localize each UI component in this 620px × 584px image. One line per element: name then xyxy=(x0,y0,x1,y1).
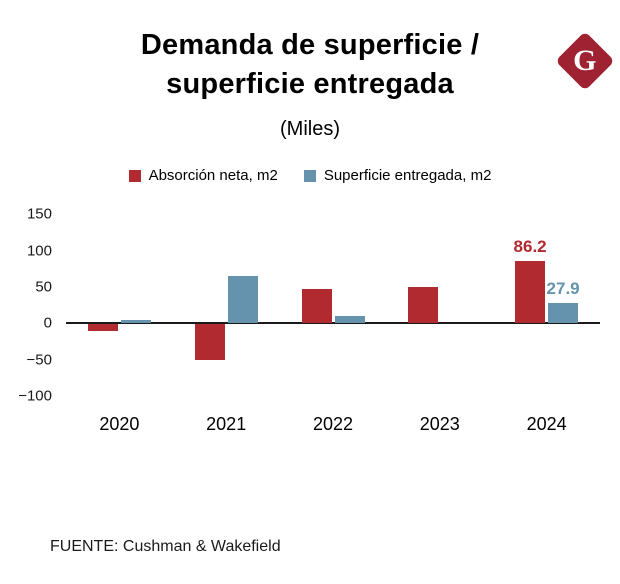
bar-absorcion-2020 xyxy=(87,324,118,331)
bar-absorcion-2021 xyxy=(194,324,225,360)
x-tick-label-2021: 2021 xyxy=(206,414,247,435)
bar-superficie-2020 xyxy=(120,319,151,324)
legend-item-absorcion: Absorción neta, m2 xyxy=(128,167,278,185)
legend-item-superficie: Superficie entregada, m2 xyxy=(303,167,492,185)
legend-label-superficie: Superficie entregada, m2 xyxy=(323,167,492,185)
bar-superficie-2022 xyxy=(334,316,365,324)
y-tick-label: 0 xyxy=(43,314,52,332)
bar-absorcion-2024 xyxy=(515,260,546,324)
y-tick-label: 150 xyxy=(26,205,52,223)
chart-subtitle: (Miles) xyxy=(280,118,340,141)
chart-title: Demanda de superficie / superficie entre… xyxy=(140,29,480,101)
x-tick-label-2020: 2020 xyxy=(99,414,140,435)
bar-absorcion-2023 xyxy=(408,287,439,324)
y-tick-label: 50 xyxy=(35,278,52,296)
zero-axis-line xyxy=(66,322,600,325)
chart-legend: Absorción neta, m2 Superficie entregada,… xyxy=(0,167,620,184)
source-note: FUENTE: Cushman & Wakefield xyxy=(50,538,281,555)
x-tick-label-2022: 2022 xyxy=(312,414,354,435)
y-tick-label: 100 xyxy=(26,242,52,260)
legend-swatch-superficie xyxy=(303,169,316,182)
y-tick-label: −50 xyxy=(26,351,52,369)
bar-value-label: 86.2 xyxy=(513,236,547,256)
legend-swatch-absorcion xyxy=(128,169,141,182)
bar-superficie-2021 xyxy=(227,276,258,324)
x-tick-label-2023: 2023 xyxy=(419,414,460,435)
logo-letter: G xyxy=(573,44,597,77)
plot-area: 86.2 27.9 xyxy=(66,214,600,396)
legend-label-absorcion: Absorción neta, m2 xyxy=(148,167,278,185)
x-axis-labels: 2020 2021 2022 2023 2024 xyxy=(66,414,600,444)
bar-absorcion-2022 xyxy=(301,288,332,324)
x-tick-label-2024: 2024 xyxy=(526,414,567,435)
chart-area: 86.2 27.9 150 100 50 0 −50 −100 2020 2021 2022 20… xyxy=(0,206,620,456)
bar-superficie-2024 xyxy=(548,303,579,324)
y-tick-label: −100 xyxy=(18,387,52,405)
gestion-logo: G xyxy=(555,31,615,91)
bar-value-label: 27.9 xyxy=(546,279,580,299)
